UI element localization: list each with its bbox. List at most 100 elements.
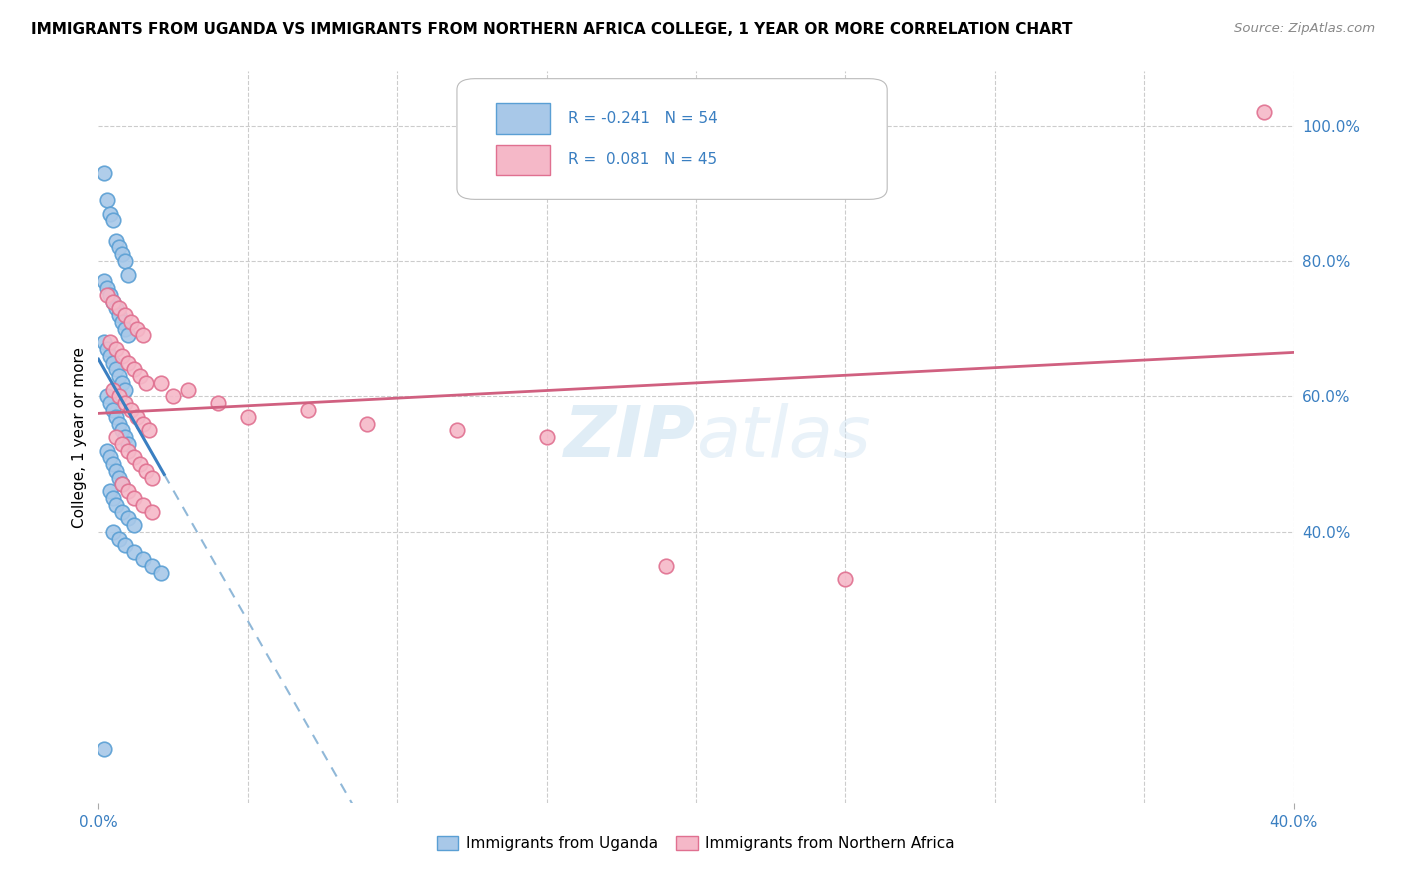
Point [96,193,118,207]
Text: R = -0.241   N = 54: R = -0.241 N = 54 [568,111,718,126]
Bar [496,145,550,175]
Point [127,322,149,336]
Point [103,491,125,505]
FancyBboxPatch shape [457,78,887,200]
Point [111,505,134,519]
Point [111,349,134,363]
Point [108,369,131,384]
Point [150,376,173,390]
Point [98,484,122,499]
Point [124,362,146,376]
Point [103,355,125,369]
Point [98,335,122,350]
Point [114,322,136,336]
Point [103,457,125,471]
Point [96,342,118,356]
Legend: Immigrants from Uganda, Immigrants from Northern Africa: Immigrants from Uganda, Immigrants from … [430,830,962,857]
Point [114,254,136,268]
Point [105,342,128,356]
Point [117,484,139,499]
Point [236,409,259,424]
Point [108,471,131,485]
Point [105,498,128,512]
Point [117,268,139,282]
Point [98,288,122,302]
Text: Source: ZipAtlas.com: Source: ZipAtlas.com [1234,22,1375,36]
Point [117,355,139,369]
Point [132,552,155,566]
Point [98,349,122,363]
Point [98,206,122,220]
Point [141,558,163,573]
Point [111,315,134,329]
Point [446,423,468,437]
Point [114,383,136,397]
Point [124,518,146,533]
Point [135,464,157,478]
Point [108,301,131,316]
Point [108,308,131,322]
Point [135,376,157,390]
Point [834,572,856,586]
Point [1253,105,1275,120]
Point [105,362,128,376]
Text: IMMIGRANTS FROM UGANDA VS IMMIGRANTS FROM NORTHERN AFRICA COLLEGE, 1 YEAR OR MOR: IMMIGRANTS FROM UGANDA VS IMMIGRANTS FRO… [31,22,1073,37]
Point [127,409,149,424]
Point [96,281,118,295]
Point [655,558,678,573]
Point [98,450,122,465]
Point [132,417,155,431]
Point [129,369,152,384]
Point [98,396,122,410]
Point [93,274,115,288]
Point [356,417,378,431]
Point [108,532,131,546]
Bar [496,103,550,134]
Point [117,511,139,525]
Point [120,315,142,329]
Point [111,477,134,491]
Point [114,430,136,444]
Point [117,328,139,343]
Point [111,247,134,261]
Point [96,389,118,403]
Point [105,234,128,248]
Point [141,505,163,519]
Point [132,498,155,512]
Point [108,240,131,254]
Point [96,288,118,302]
Text: ZIP: ZIP [564,402,696,472]
Point [124,491,146,505]
Point [114,396,136,410]
Point [103,524,125,539]
Point [103,213,125,227]
Point [120,403,142,417]
Point [108,417,131,431]
Point [297,403,319,417]
Point [207,396,229,410]
Point [177,383,200,397]
Point [141,471,163,485]
Point [108,389,131,403]
Point [111,423,134,437]
Point [162,389,184,403]
Point [114,538,136,552]
Point [111,477,134,491]
Point [103,294,125,309]
Point [124,450,146,465]
Point [129,457,152,471]
Y-axis label: College, 1 year or more: College, 1 year or more [72,347,87,527]
Point [117,437,139,451]
Point [96,443,118,458]
Point [111,376,134,390]
Point [105,464,128,478]
Point [124,545,146,559]
Point [536,430,558,444]
Point [150,566,173,580]
Point [105,301,128,316]
Point [111,437,134,451]
Point [117,443,139,458]
Point [93,741,115,756]
Text: R =  0.081   N = 45: R = 0.081 N = 45 [568,153,717,168]
Point [93,335,115,350]
